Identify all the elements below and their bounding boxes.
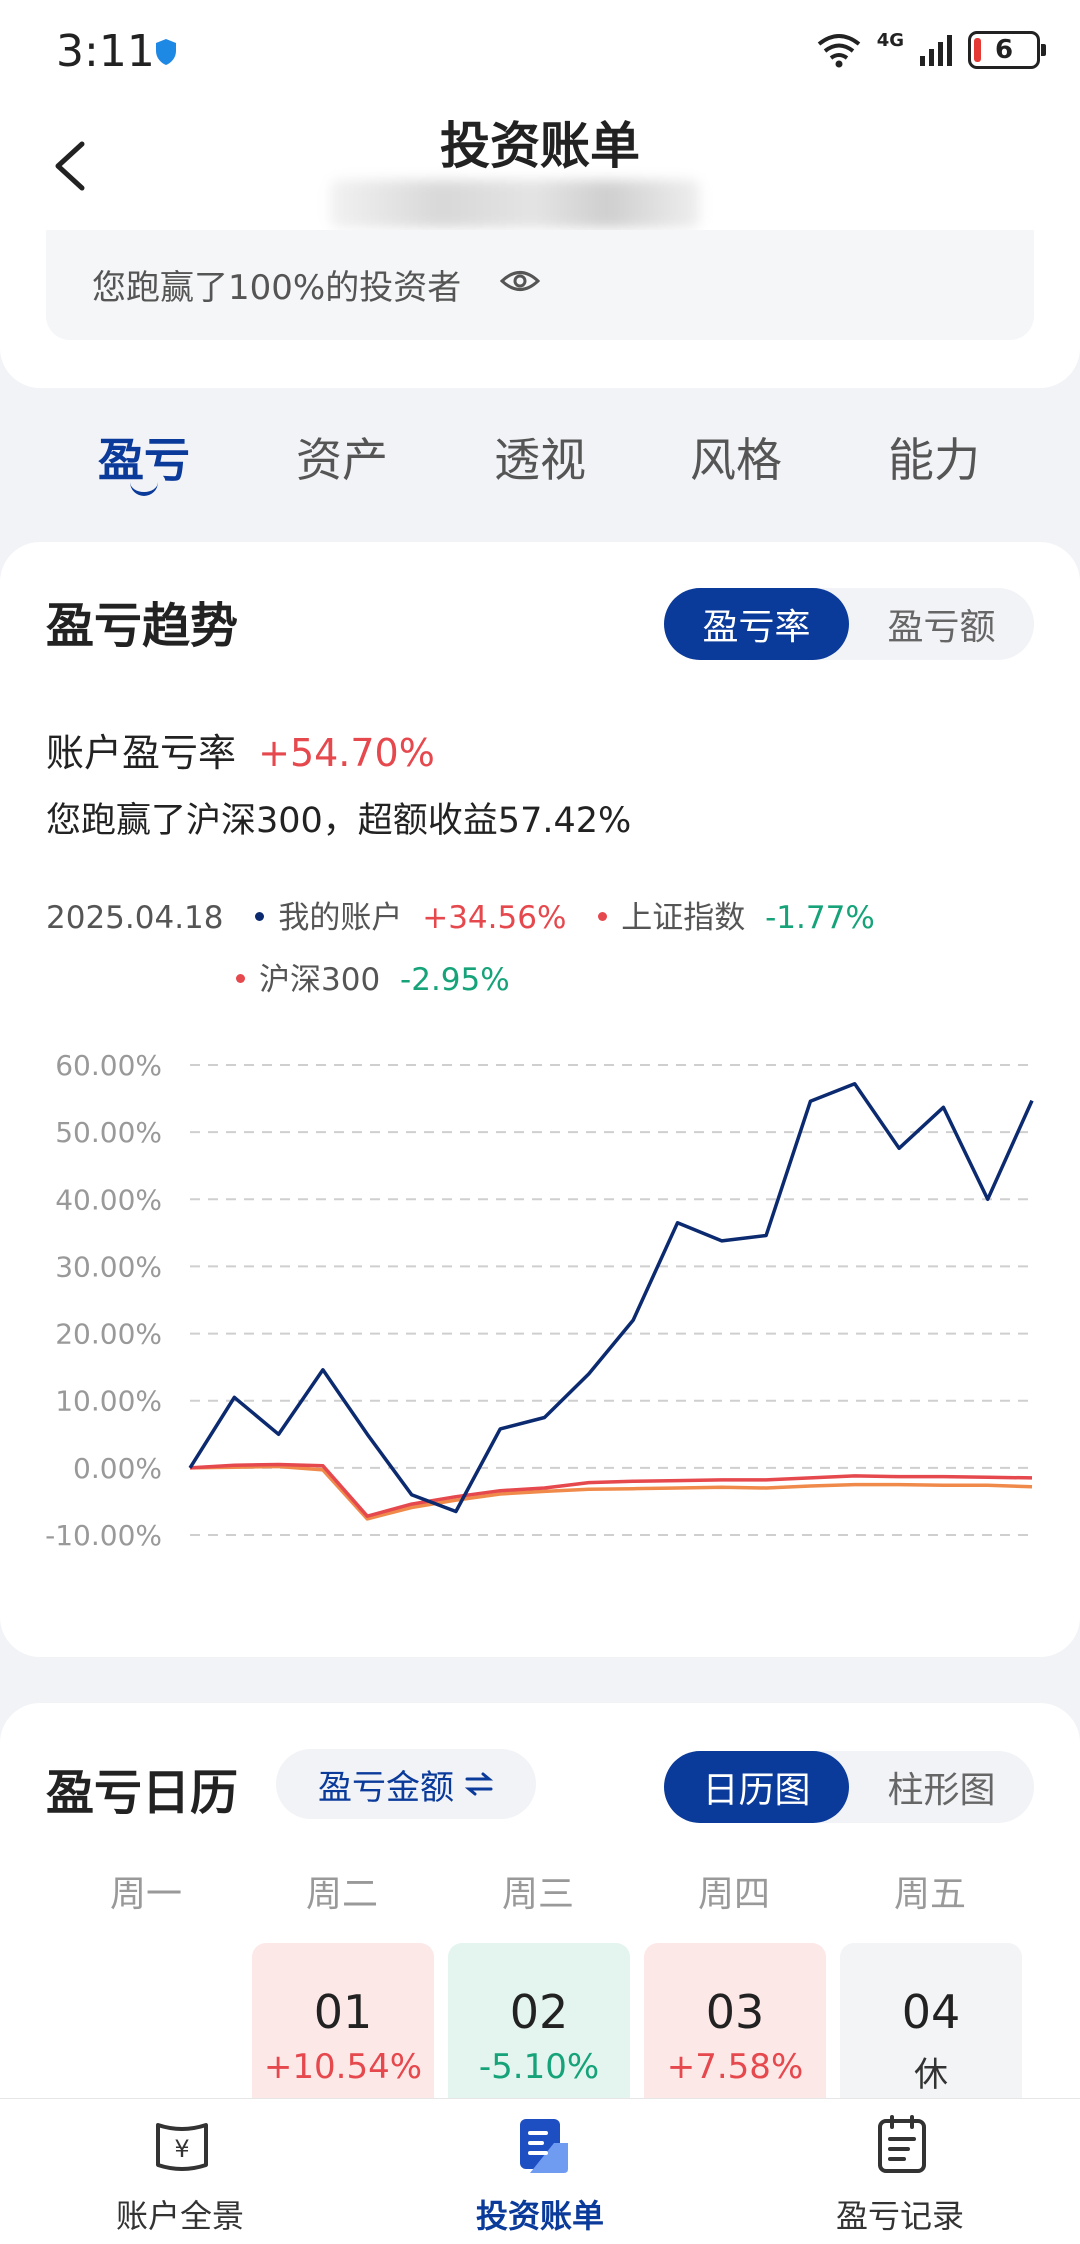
calendar-bar-toggle: 日历图 柱形图 xyxy=(664,1751,1034,1823)
y-tick-label: -10.00% xyxy=(45,1519,162,1552)
y-tick-label: 30.00% xyxy=(55,1250,162,1283)
legend-sh-index-name: 上证指数 xyxy=(621,900,746,936)
network-type: 4G xyxy=(876,30,904,51)
tab-style[interactable]: 风格 xyxy=(690,433,782,487)
tab-perspective[interactable]: 透视 xyxy=(494,433,586,487)
svg-text:¥: ¥ xyxy=(174,2135,189,2163)
tab-profit-loss[interactable]: 盈亏 xyxy=(98,433,190,487)
y-tick-label: 20.00% xyxy=(55,1318,162,1351)
page-title: 投资账单 xyxy=(440,117,640,175)
account-rate-label: 账户盈亏率 xyxy=(46,731,237,775)
nav-label: 盈亏记录 xyxy=(835,2197,964,2235)
x-tick-label: 2025-03-31 xyxy=(190,1558,364,1562)
category-tabs: 盈亏 资产 透视 风格 能力 xyxy=(0,420,1080,510)
legend-dot-sh-index xyxy=(598,912,608,921)
chart-legend-row-1: 2025.04.18 我的账户 +34.56% 上证指数 -1.77% xyxy=(46,892,875,937)
legend-sh-index-value: -1.77% xyxy=(765,900,875,936)
legend-dot-hs300 xyxy=(236,974,245,983)
trend-card: 盈亏趋势 盈亏率 盈亏额 账户盈亏率 +54.70% 您跑赢了沪深300，超额收… xyxy=(0,542,1080,1657)
nav-investment-bill[interactable]: 投资账单 xyxy=(420,2099,660,2244)
toggle-calendar[interactable]: 日历图 xyxy=(664,1751,849,1823)
bottom-navigation: ¥ 账户全景 投资账单 盈亏记录 xyxy=(0,2098,1080,2244)
y-tick-label: 60.00% xyxy=(55,1049,162,1082)
x-tick-label: 2025-04-28 xyxy=(858,1558,1032,1562)
day-number: 04 xyxy=(901,1985,961,2039)
toggle-bar[interactable]: 柱形图 xyxy=(887,1770,996,1811)
beat-investors-box: 您跑赢了100%的投资者 xyxy=(46,230,1034,340)
account-rate-value: +54.70% xyxy=(258,731,435,775)
series-line-我的账户 xyxy=(188,1082,1034,1514)
y-tick-label: 40.00% xyxy=(55,1183,162,1216)
header-card: 投资账单 您跑赢了100%的投资者 xyxy=(0,100,1080,388)
trend-title: 盈亏趋势 xyxy=(46,598,239,654)
weekday-thu: 周四 xyxy=(697,1874,770,1915)
tab-ability[interactable]: 能力 xyxy=(888,433,980,487)
signal-icon xyxy=(920,35,952,66)
day-value: +7.58% xyxy=(666,2047,804,2087)
day-number: 02 xyxy=(509,1985,569,2039)
back-arrow-icon[interactable] xyxy=(44,136,104,196)
amount-switch-label: 盈亏金额 xyxy=(318,1767,454,1808)
wifi-icon xyxy=(817,34,860,68)
day-value: +10.54% xyxy=(263,2047,423,2087)
y-tick-label: 10.00% xyxy=(55,1385,162,1418)
legend-dot-my-account xyxy=(255,912,265,921)
nav-label: 账户全景 xyxy=(115,2197,244,2235)
status-time: 3:11 xyxy=(56,26,155,77)
y-tick-label: 50.00% xyxy=(55,1116,162,1149)
battery-level: 6 xyxy=(994,35,1014,65)
status-icons: 4G 6 xyxy=(815,28,1046,72)
battery-icon: 6 xyxy=(968,31,1046,69)
weekday-mon: 周一 xyxy=(109,1874,182,1915)
status-bar: 3:11 4G 6 xyxy=(0,0,1080,100)
legend-hs300-value: -2.95% xyxy=(400,962,510,998)
legend-hs300-name: 沪深300 xyxy=(259,962,381,998)
series-line-沪深300 xyxy=(189,1464,1033,1521)
tab-assets[interactable]: 资产 xyxy=(296,433,388,487)
weekday-wed: 周三 xyxy=(501,1874,574,1915)
beat-index-text: 您跑赢了沪深300，超额收益57.42% xyxy=(46,801,632,841)
nav-profit-record[interactable]: 盈亏记录 xyxy=(780,2099,1020,2244)
beat-investors-text: 您跑赢了100%的投资者 xyxy=(92,268,462,308)
toggle-amount[interactable]: 盈亏额 xyxy=(887,607,996,648)
wallet-yuan-icon: ¥ xyxy=(156,2123,208,2171)
nav-account-overview[interactable]: ¥ 账户全景 xyxy=(60,2099,300,2244)
legend-my-account-name: 我的账户 xyxy=(278,900,403,936)
day-number: 03 xyxy=(705,1985,765,2039)
shield-icon xyxy=(156,39,176,65)
rate-amount-toggle: 盈亏率 盈亏额 xyxy=(664,588,1034,660)
amount-switch-button[interactable]: 盈亏金额 xyxy=(276,1749,536,1819)
profit-trend-chart[interactable]: 60.00% 50.00% 40.00% 30.00% 20.00% 10.00% 0.00… xyxy=(0,1042,1080,1562)
day-value: 休 xyxy=(914,2055,948,2095)
account-rate: 账户盈亏率 +54.70% xyxy=(46,722,435,777)
day-value: -5.10% xyxy=(478,2047,600,2087)
bill-document-icon xyxy=(520,2119,568,2173)
weekday-fri: 周五 xyxy=(893,1874,966,1915)
clipboard-record-icon xyxy=(878,2115,926,2173)
calendar-title: 盈亏日历 xyxy=(46,1765,239,1821)
y-tick-label: 0.00% xyxy=(73,1452,162,1485)
swap-arrows-icon xyxy=(464,1772,494,1796)
eye-icon[interactable] xyxy=(500,266,540,296)
day-number: 01 xyxy=(313,1985,373,2039)
blurred-account-name xyxy=(330,180,700,228)
weekday-tue: 周二 xyxy=(305,1874,378,1915)
toggle-rate[interactable]: 盈亏率 xyxy=(664,588,849,660)
chart-legend-row-2: 沪深300 -2.95% xyxy=(236,954,510,999)
series-line-上证指数 xyxy=(189,1462,1033,1518)
nav-label: 投资账单 xyxy=(475,2197,604,2235)
legend-date: 2025.04.18 xyxy=(46,900,224,936)
legend-my-account-value: +34.56% xyxy=(422,900,567,936)
